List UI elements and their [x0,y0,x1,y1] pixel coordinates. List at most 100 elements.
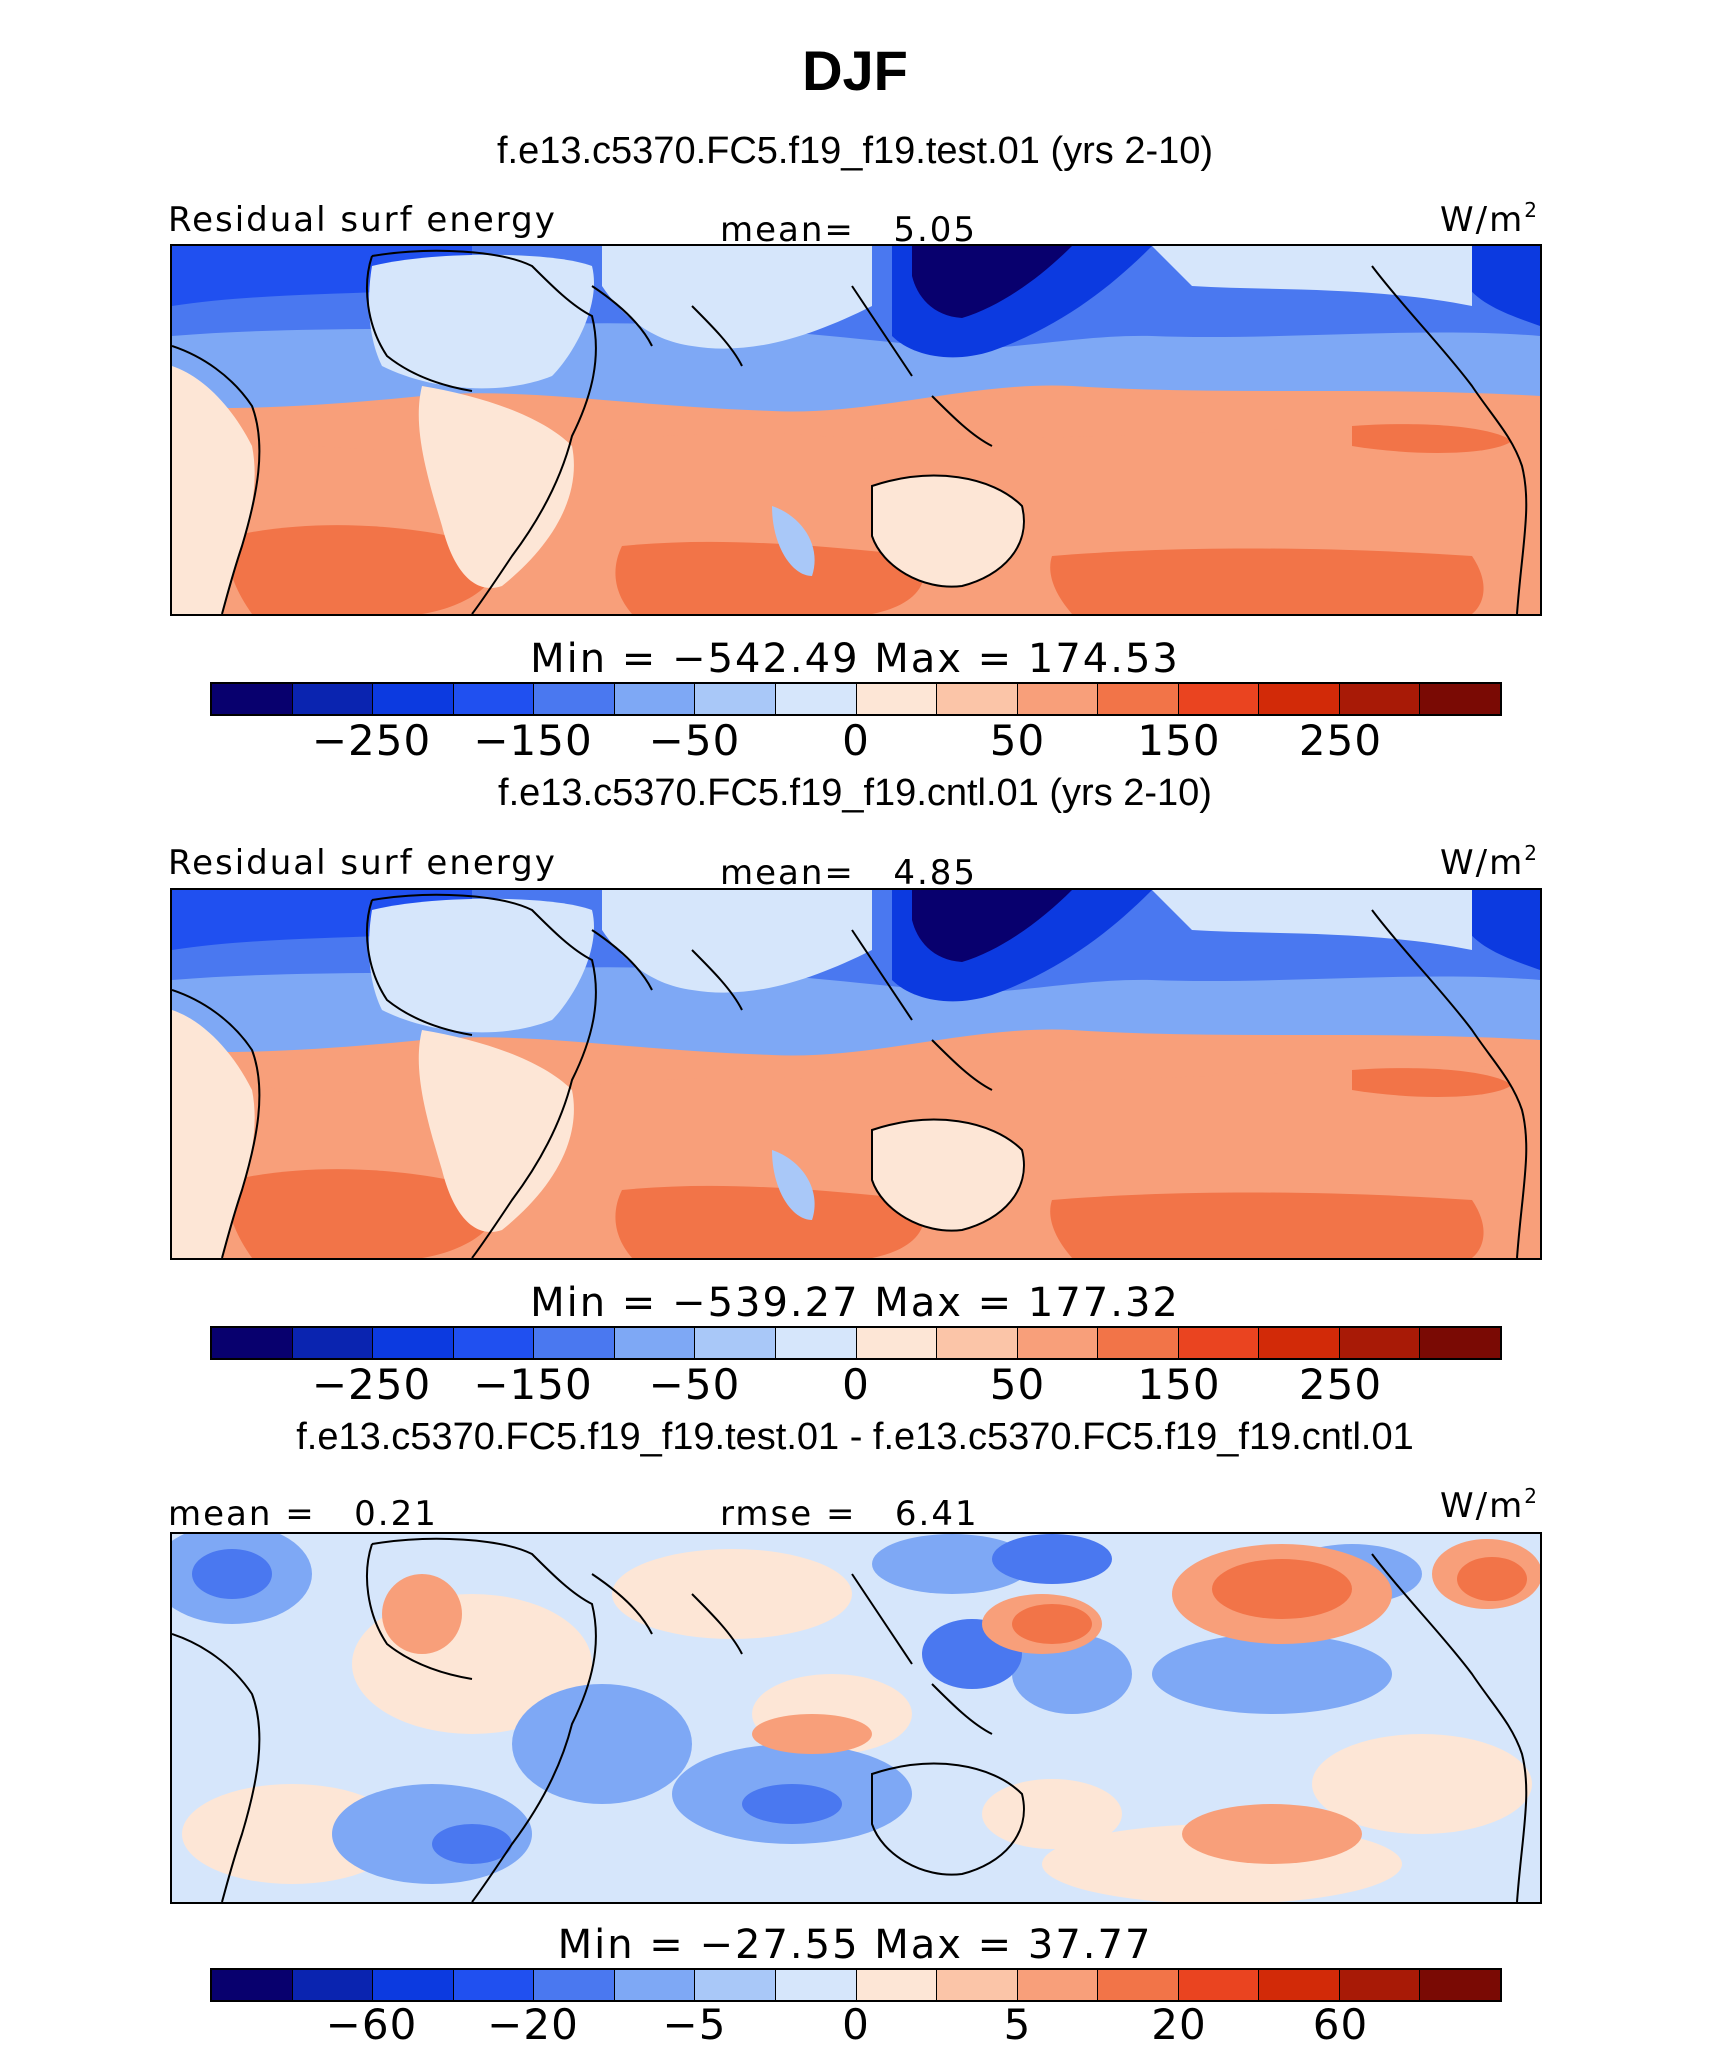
colorbar-swatch [937,1328,1018,1358]
colorbar-tick-label: −150 [473,716,593,765]
colorbar-swatch [212,1970,293,2000]
colorbar-tick-label: 20 [1151,2000,1207,2049]
panel1-units: W/m2 [1440,198,1539,240]
colorbar-swatch [856,684,938,714]
panel2-mean-label: mean= 4.85 [720,853,978,893]
colorbar-tick-label: −250 [311,716,432,765]
colorbar-swatch [1339,1970,1421,2000]
colorbar-swatch [937,684,1018,714]
panel1-map-svg [172,246,1540,614]
panel2-mean-value: 4.85 [893,853,978,893]
colorbar-tick-label: −150 [473,1360,593,1409]
colorbar-swatch [695,1328,776,1358]
colorbar-swatch [614,1970,696,2000]
colorbar-tick-label: −5 [662,2000,727,2049]
panel3-map-svg [172,1534,1540,1902]
colorbar-swatch [1259,1328,1340,1358]
colorbar-swatch [1259,684,1340,714]
colorbar-tick-label: 250 [1298,716,1383,765]
panel1-max-value: 174.53 [1027,636,1180,682]
panel2-minmax: Min = −539.27 Max = 177.32 [530,1280,1180,1326]
colorbar-swatch [695,1970,776,2000]
panel3-rmse-value: 6.41 [894,1494,979,1534]
colorbar-tick-label: −20 [487,2000,579,2049]
panel1-variable-label: Residual surf energy [168,200,557,240]
colorbar-swatch [856,1328,938,1358]
panel3-map [170,1532,1542,1904]
colorbar-swatch [1339,684,1421,714]
colorbar-swatch [453,1970,535,2000]
panel3-mean-value: 0.21 [354,1494,438,1534]
panel2-colorbar [210,1326,1502,1360]
colorbar-swatch [1420,684,1500,714]
colorbar-swatch [1420,1970,1500,2000]
colorbar-swatch [292,1970,374,2000]
colorbar-swatch [1098,1328,1179,1358]
colorbar-swatch [775,684,857,714]
colorbar-tick-label: 50 [989,716,1046,765]
colorbar-tick-label: 60 [1312,2000,1369,2049]
colorbar-swatch [856,1970,938,2000]
panel3-rmse-label: rmse = 6.41 [720,1494,979,1534]
colorbar-swatch [937,1970,1018,2000]
panel1-min-value: −542.49 [672,636,860,682]
panel2-units: W/m2 [1440,841,1539,883]
panel1-mean-value: 5.05 [893,210,978,250]
colorbar-swatch [373,1328,454,1358]
colorbar-tick-label: 5 [1003,2000,1032,2049]
colorbar-swatch [292,1328,374,1358]
panel2-map [170,888,1542,1260]
panel2-map-svg [172,890,1540,1258]
colorbar-swatch [1178,1328,1260,1358]
colorbar-tick-label: 50 [989,1360,1046,1409]
panel3-mean-label: mean = 0.21 [168,1494,438,1534]
colorbar-swatch [373,1970,454,2000]
colorbar-tick-label: 0 [842,716,870,765]
colorbar-swatch [453,684,535,714]
colorbar-tick-label: 150 [1137,716,1221,765]
panel2-case-title: f.e13.c5370.FC5.f19_f19.cntl.01 (yrs 2-1… [498,772,1212,814]
panel3-colorbar-ticks: −60 −20 −5 0 5 20 60 [0,2000,1710,2049]
panel3-minmax: Min = −27.55 Max = 37.77 [557,1922,1153,1968]
panel2-min-value: −539.27 [672,1280,860,1326]
panel1-colorbar-ticks: −250 −150 −50 0 50 150 250 [0,716,1710,766]
colorbar-swatch [534,1970,615,2000]
panel3-case-title: f.e13.c5370.FC5.f19_f19.test.01 - f.e13.… [296,1416,1414,1458]
panel2-variable-label: Residual surf energy [168,843,557,883]
colorbar-swatch [775,1970,857,2000]
panel1-case-title: f.e13.c5370.FC5.f19_f19.test.01 (yrs 2-1… [496,130,1214,172]
colorbar-tick-label: 150 [1137,1360,1221,1409]
colorbar-swatch [373,684,454,714]
colorbar-swatch [1339,1328,1421,1358]
panel2-max-value: 177.32 [1027,1280,1180,1326]
panel1-map [170,244,1542,616]
colorbar-swatch [1017,1328,1099,1358]
colorbar-swatch [534,684,615,714]
figure-title: DJF [802,39,908,102]
colorbar-tick-label: −60 [325,2000,418,2049]
panel1-minmax: Min = −542.49 Max = 174.53 [530,636,1180,682]
colorbar-swatch [453,1328,535,1358]
colorbar-tick-label: −50 [648,1360,741,1409]
colorbar-swatch [614,1328,696,1358]
colorbar-swatch [1420,1328,1500,1358]
panel1-colorbar [210,682,1502,716]
colorbar-swatch [534,1328,615,1358]
panel3-units: W/m2 [1440,1484,1539,1526]
colorbar-swatch [1017,1970,1099,2000]
colorbar-tick-label: 250 [1298,1360,1383,1409]
panel3-min-value: −27.55 [699,1922,860,1968]
panel1-mean-label: mean= 5.05 [720,210,978,250]
colorbar-swatch [695,684,776,714]
panel3-colorbar [210,1968,1502,2002]
colorbar-tick-label: 0 [842,1360,870,1409]
colorbar-swatch [1178,1970,1260,2000]
colorbar-swatch [1098,684,1179,714]
colorbar-swatch [212,1328,293,1358]
colorbar-swatch [1098,1970,1179,2000]
colorbar-swatch [775,1328,857,1358]
panel3-max-value: 37.77 [1027,1922,1153,1968]
colorbar-swatch [1017,684,1099,714]
colorbar-swatch [614,684,696,714]
panel2-colorbar-ticks: −250 −150 −50 0 50 150 250 [0,1360,1710,1410]
